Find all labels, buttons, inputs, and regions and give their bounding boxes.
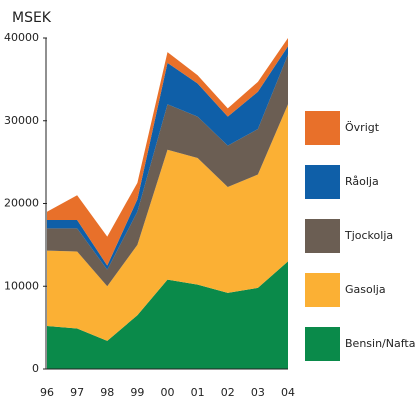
legend-swatch (305, 219, 340, 253)
area (47, 54, 288, 287)
x-tick-label: 00 (161, 386, 175, 399)
legend-label: Övrigt (345, 121, 380, 134)
x-tick-label: 96 (40, 386, 54, 399)
y-tick-label: 20000 (4, 197, 39, 210)
legend-swatch (305, 273, 340, 307)
x-tick-label: 02 (221, 386, 235, 399)
legend-swatch (305, 111, 340, 145)
legend-swatch (305, 327, 340, 361)
y-tick-label: 30000 (4, 114, 39, 127)
area (47, 104, 288, 341)
y-tick-label: 0 (32, 362, 39, 375)
legend-label: Tjockolja (344, 229, 393, 242)
y-tick-label: 10000 (4, 279, 39, 292)
area (47, 46, 288, 270)
x-tick-label: 98 (100, 386, 114, 399)
x-tick-label: 01 (191, 386, 205, 399)
x-tick-label: 04 (281, 386, 295, 399)
y-tick-label: 40000 (4, 31, 39, 44)
legend-label: Råolja (345, 175, 379, 188)
y-axis-label: MSEK (12, 10, 52, 26)
legend-swatch (305, 165, 340, 199)
area (47, 261, 288, 369)
legend-label: Bensin/Nafta (345, 337, 415, 350)
x-tick-label: 97 (70, 386, 84, 399)
x-tick-label: 99 (130, 386, 144, 399)
legend-label: Gasolja (345, 283, 386, 296)
x-tick-label: 03 (251, 386, 265, 399)
